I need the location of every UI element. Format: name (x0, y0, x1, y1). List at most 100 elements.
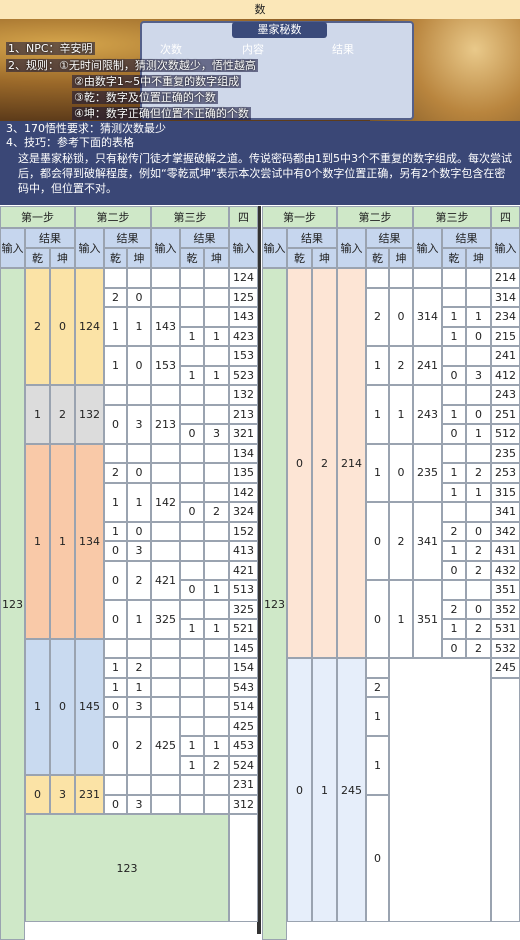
blank (151, 443, 180, 463)
step-header: 第三步 (413, 206, 491, 228)
step2-kun: 2 (127, 560, 151, 600)
col-result-header: 结果 (442, 228, 491, 248)
step3-input: 143 (151, 307, 180, 346)
step2-qian: 1 (366, 443, 389, 502)
blank (366, 268, 389, 288)
col-kun-header: 坤 (50, 248, 75, 268)
blank (180, 268, 204, 288)
col-kun-header: 坤 (127, 248, 151, 268)
step3-input (151, 658, 180, 678)
step3-kun: 2 (204, 755, 229, 775)
blank (204, 697, 229, 717)
step3-qian: 1 (442, 482, 466, 502)
blank (413, 268, 442, 288)
step3-kun: 3 (204, 424, 229, 444)
step3-qian: 2 (442, 521, 466, 541)
step3-kun: 1 (204, 736, 229, 756)
blank (104, 385, 127, 405)
rule-2: ②由数字1~5中不重复的数字组成 (72, 75, 242, 88)
step4-input: 251 (491, 404, 520, 424)
blank (491, 677, 520, 922)
step3-kun: 0 (466, 599, 491, 619)
col-result-header: 结果 (366, 228, 413, 248)
blank (204, 677, 229, 697)
step4-input: 431 (491, 541, 520, 561)
step2-input: 132 (75, 385, 104, 444)
step4-input: 425 (229, 716, 258, 736)
step-header: 第二步 (75, 206, 151, 228)
result-qian: 1 (25, 638, 50, 775)
step3-qian: 0 (180, 502, 204, 522)
window-title: 数 (254, 3, 266, 16)
step4-input: 423 (229, 326, 258, 346)
step3-input: 241 (413, 346, 442, 385)
result-kun: 2 (50, 385, 75, 444)
blank (180, 638, 204, 658)
blank (389, 268, 413, 288)
step4-input: 214 (491, 268, 520, 288)
step4-input: 243 (491, 385, 520, 405)
result-qian: 0 (25, 775, 50, 814)
step2-qian: 1 (104, 307, 127, 346)
step3-kun: 2 (204, 502, 229, 522)
col-kun-header: 坤 (204, 248, 229, 268)
step3-kun: 2 (466, 541, 491, 561)
blank (180, 404, 204, 424)
step4-input: 432 (491, 560, 520, 580)
blank (442, 268, 466, 288)
step4-input: 513 (229, 580, 258, 600)
result-qian: 0 (287, 658, 312, 922)
step4-input: 315 (491, 482, 520, 502)
step-header: 第一步 (0, 206, 75, 228)
panel-col-count: 次数 (160, 43, 182, 56)
step4-input: 543 (229, 677, 258, 697)
step3-kun: 3 (466, 365, 491, 385)
step4-input: 351 (491, 580, 520, 600)
step3-kun: 1 (466, 424, 491, 444)
blank (204, 775, 229, 795)
step3-input: 142 (151, 482, 180, 522)
step3-input (151, 463, 180, 483)
step3-input (151, 677, 180, 697)
blank (180, 677, 204, 697)
col-result-header: 结果 (180, 228, 229, 248)
step2-qian: 1 (104, 521, 127, 541)
step3-kun: 2 (466, 638, 491, 658)
step4-input: 124 (229, 268, 258, 288)
step4-input: 145 (229, 638, 258, 658)
blank (204, 794, 229, 814)
step2-kun: 1 (127, 599, 151, 639)
step3-qian: 1 (442, 463, 466, 483)
step4-input: 231 (229, 775, 258, 795)
blank (204, 599, 229, 619)
step2-kun: 1 (389, 385, 413, 444)
step2-input: 145 (75, 638, 104, 775)
blank (204, 307, 229, 327)
step4-input: 152 (229, 521, 258, 541)
step2-input: 231 (75, 775, 104, 814)
blank (127, 638, 151, 658)
step4-input: 312 (229, 794, 258, 814)
col-kun-header: 坤 (312, 248, 337, 268)
blank (204, 404, 229, 424)
col-qian-header: 乾 (442, 248, 466, 268)
blank (151, 775, 180, 795)
col-input-header: 输入 (151, 228, 180, 268)
step3-qian: 0 (442, 638, 466, 658)
step2-kun: 1 (127, 677, 151, 697)
col-result-header: 结果 (287, 228, 337, 248)
step2-kun: 1 (389, 580, 413, 658)
step2-kun: 3 (127, 541, 151, 561)
blank (466, 502, 491, 522)
blank (204, 443, 229, 463)
step3-qian: 1 (442, 326, 466, 346)
step3-qian: 1 (180, 326, 204, 346)
step3-qian: 1 (180, 365, 204, 385)
blank (104, 443, 127, 463)
blank (466, 443, 491, 463)
step2-kun: 1 (127, 307, 151, 346)
blank (180, 794, 204, 814)
blank (180, 346, 204, 366)
blank (180, 658, 204, 678)
step3-qian: 1 (180, 736, 204, 756)
